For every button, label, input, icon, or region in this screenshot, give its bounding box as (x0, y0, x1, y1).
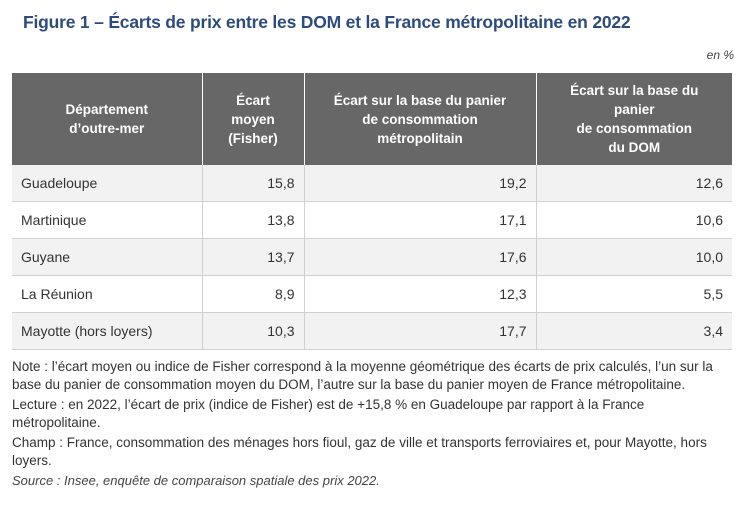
value-cell: 5,5 (536, 275, 732, 313)
table-row: La Réunion 8,9 12,3 5,5 (12, 275, 732, 313)
price-gap-table: Département d’outre-mer Écart moyen (Fisher… (12, 73, 732, 350)
row-label-cell: La Réunion (12, 275, 203, 313)
value-cell: 8,9 (202, 275, 305, 313)
table-row: Martinique 13,8 17,1 10,6 (12, 201, 732, 239)
value-cell: 13,7 (202, 238, 305, 276)
source-text: Source : Insee, enquête de comparaison s… (12, 473, 380, 488)
note-text: Note : l’écart moyen ou indice de Fisher… (12, 359, 713, 392)
unit-label: en % (706, 48, 734, 62)
header-ecart-panier-dom: Écart sur la base du panier de consommatio… (536, 73, 732, 165)
table-body: Guadeloupe 15,8 19,2 12,6 Martinique 13,8 17,1… (12, 165, 732, 350)
table-header-row: Département d’outre-mer Écart moyen (Fisher… (12, 73, 732, 165)
value-cell: 15,8 (202, 165, 305, 202)
value-cell: 13,8 (202, 201, 305, 239)
notes-block: Note : l’écart moyen ou indice de Fisher… (12, 358, 730, 493)
value-cell: 12,3 (304, 275, 537, 313)
value-cell: 12,6 (536, 165, 732, 202)
champ-text: Champ : France, consommation des ménages… (12, 435, 707, 468)
value-cell: 3,4 (536, 312, 732, 350)
value-cell: 10,6 (536, 201, 732, 239)
header-departement: Département d’outre-mer (12, 73, 203, 165)
row-label-cell: Mayotte (hors loyers) (12, 312, 203, 350)
value-cell: 17,7 (304, 312, 537, 350)
figure-title: Figure 1 – Écarts de prix entre les DOM … (23, 12, 631, 32)
table-row: Guadeloupe 15,8 19,2 12,6 (12, 165, 732, 202)
value-cell: 10,0 (536, 238, 732, 276)
row-label-cell: Guadeloupe (12, 165, 203, 202)
lecture-text: Lecture : en 2022, l’écart de prix (indi… (12, 397, 645, 430)
header-ecart-moyen: Écart moyen (Fisher) (202, 73, 305, 165)
header-ecart-panier-metropolitain: Écart sur la base du panier de consommati… (304, 73, 537, 165)
row-label-cell: Guyane (12, 238, 203, 276)
table-row: Guyane 13,7 17,6 10,0 (12, 238, 732, 276)
value-cell: 10,3 (202, 312, 305, 350)
table-row: Mayotte (hors loyers) 10,3 17,7 3,4 (12, 312, 732, 350)
row-label-cell: Martinique (12, 201, 203, 239)
value-cell: 17,1 (304, 201, 537, 239)
value-cell: 17,6 (304, 238, 537, 276)
value-cell: 19,2 (304, 165, 537, 202)
